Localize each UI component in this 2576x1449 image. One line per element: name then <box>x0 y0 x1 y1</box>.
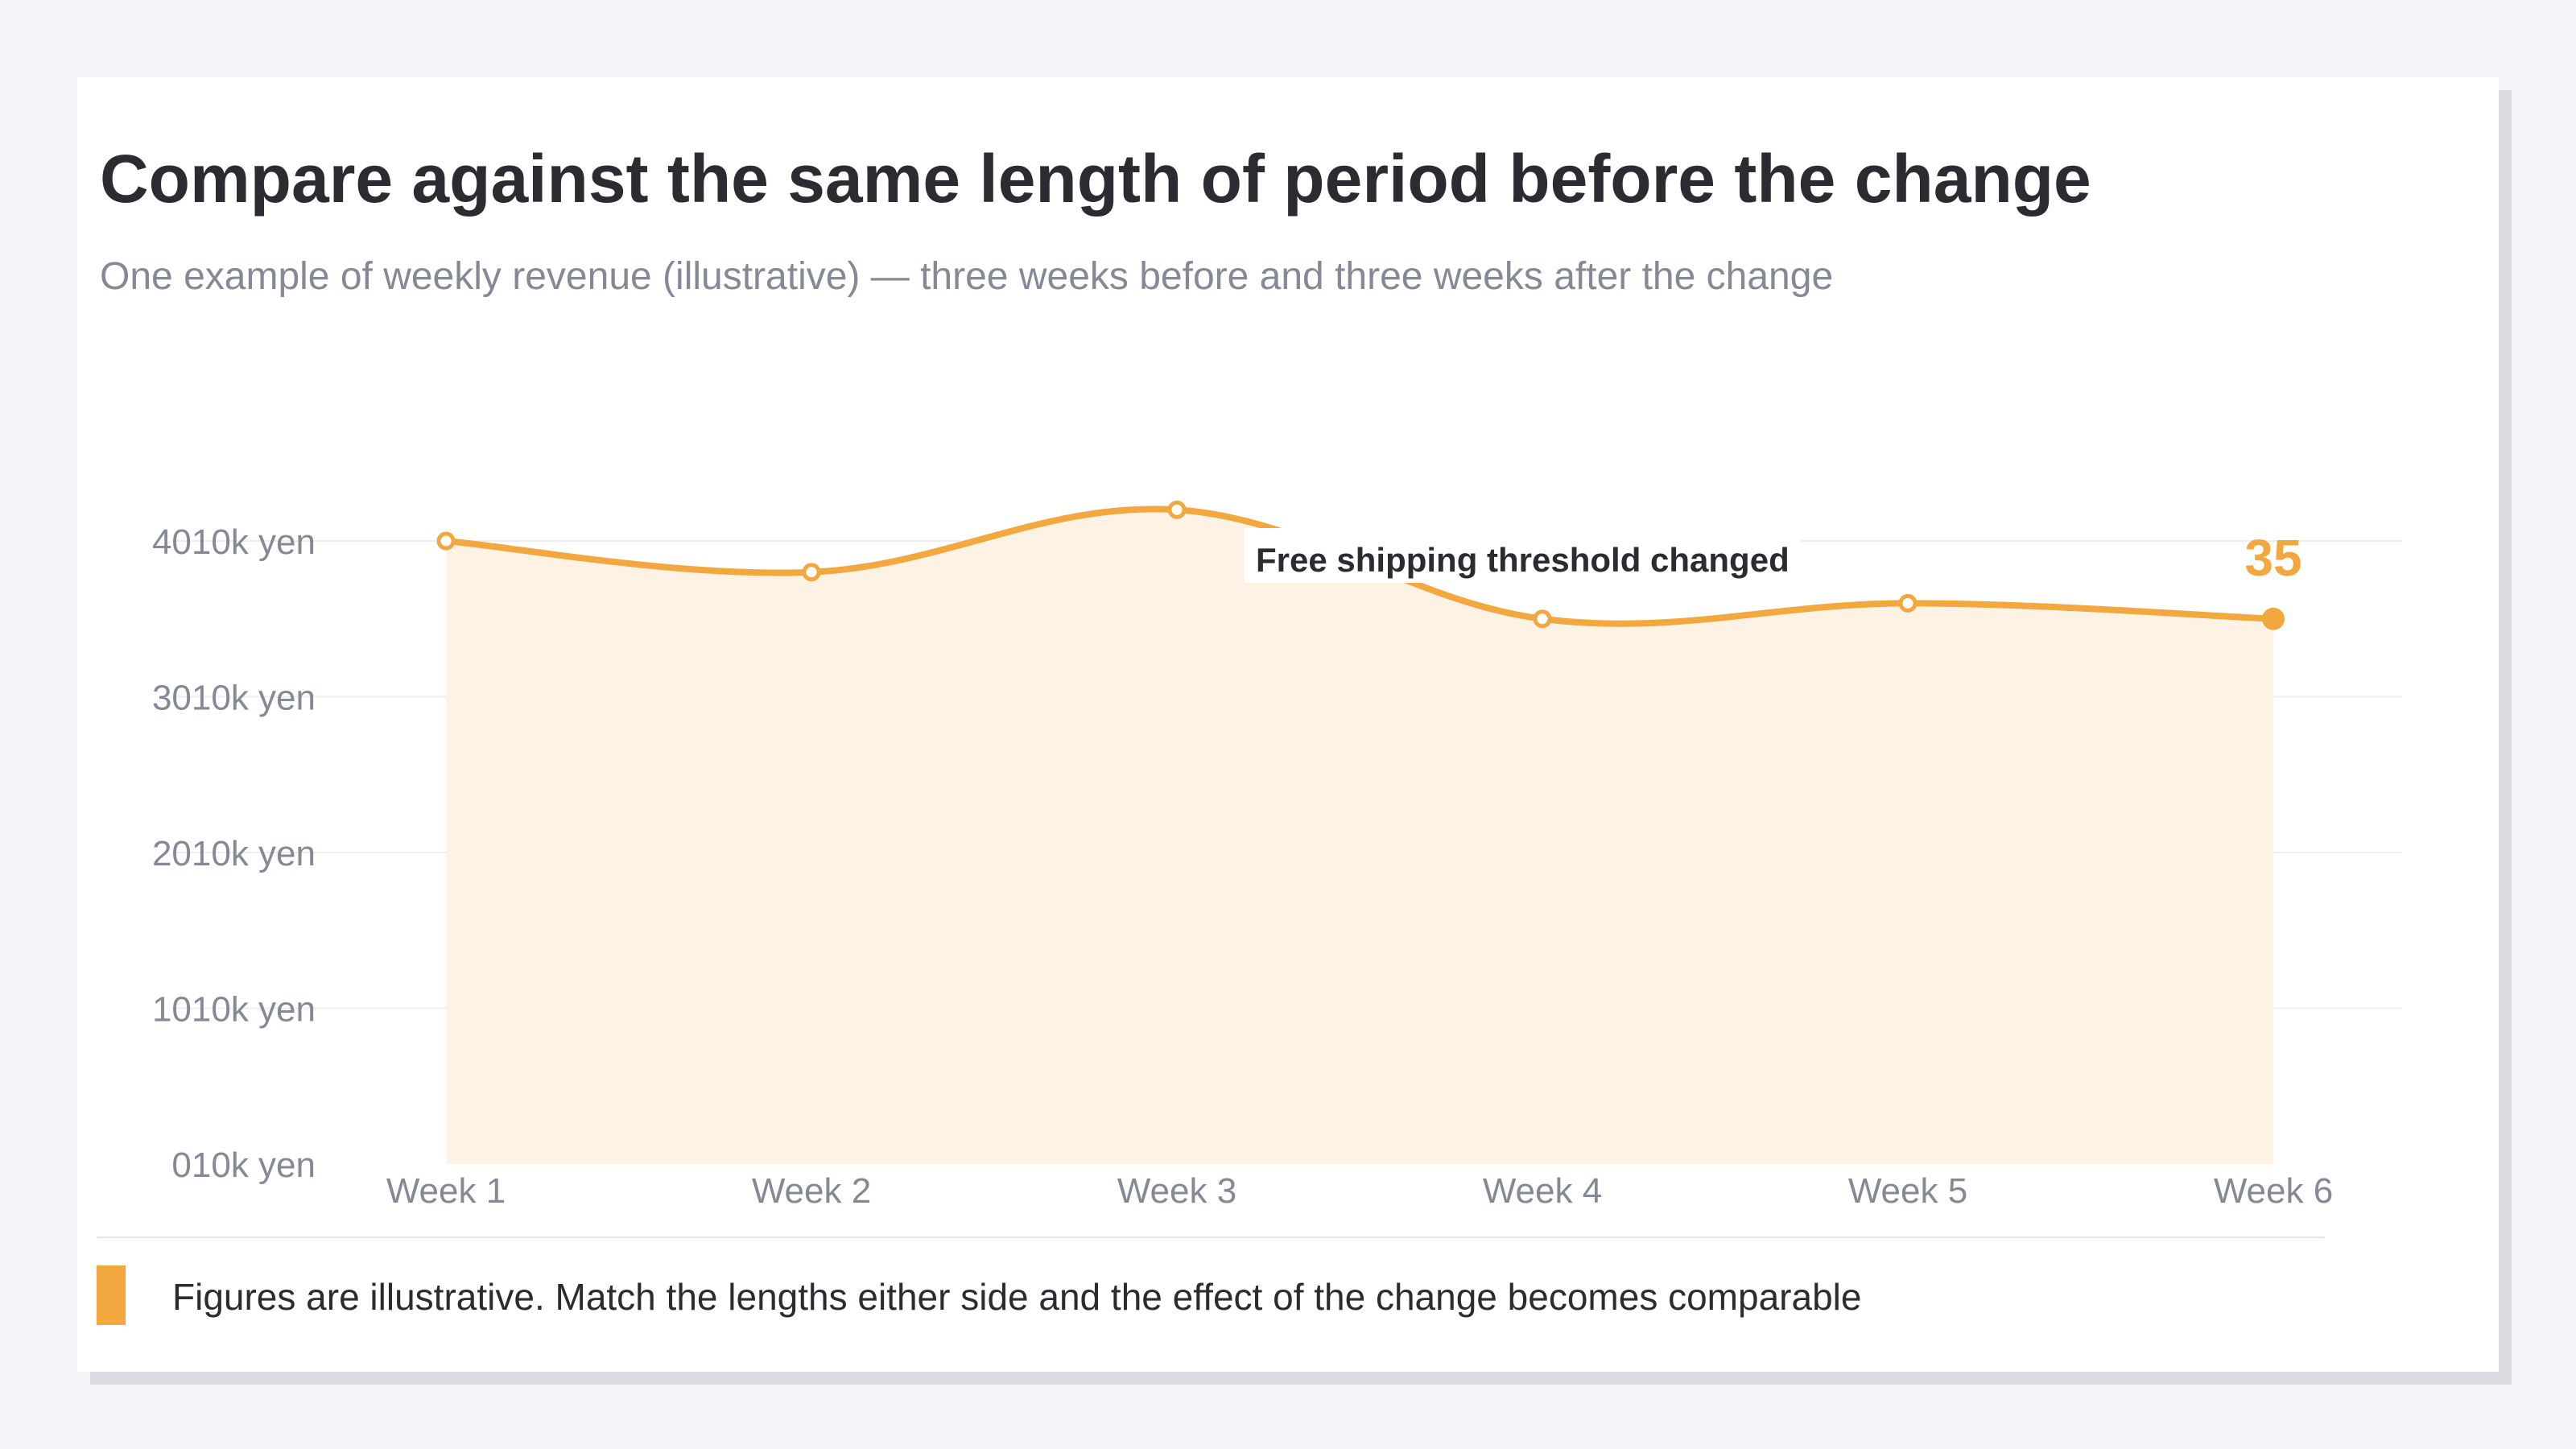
footer-legend-swatch <box>97 1265 126 1325</box>
data-point-end <box>2262 607 2285 630</box>
data-point <box>1167 500 1187 519</box>
y-tick-label: 1010k yen <box>152 990 316 1030</box>
annotation-background <box>1245 528 1801 583</box>
data-point <box>436 531 456 551</box>
data-point <box>1533 609 1552 629</box>
end-value-label: 35 <box>2244 529 2301 587</box>
y-tick-label: 010k yen <box>171 1146 316 1185</box>
annotation-label: Free shipping threshold changed <box>1256 541 1790 579</box>
footer-note: Figures are illustrative. Match the leng… <box>172 1276 1862 1318</box>
x-tick-label: Week 6 <box>2214 1171 2333 1211</box>
x-tick-label: Week 2 <box>752 1171 871 1211</box>
series-area <box>446 509 2273 1164</box>
footer-divider <box>97 1236 2325 1238</box>
y-tick-label: 2010k yen <box>152 834 316 873</box>
chart-title: Compare against the same length of perio… <box>100 141 2091 217</box>
x-tick-label: Week 1 <box>386 1171 506 1211</box>
y-tick-label: 4010k yen <box>152 522 316 562</box>
data-point <box>802 563 821 582</box>
data-point <box>1898 593 1918 613</box>
x-tick-label: Week 4 <box>1483 1171 1602 1211</box>
x-tick-label: Week 5 <box>1848 1171 1967 1211</box>
chart-subtitle: One example of weekly revenue (illustrat… <box>100 255 1834 298</box>
y-tick-label: 3010k yen <box>152 679 316 718</box>
x-tick-label: Week 3 <box>1117 1171 1236 1211</box>
